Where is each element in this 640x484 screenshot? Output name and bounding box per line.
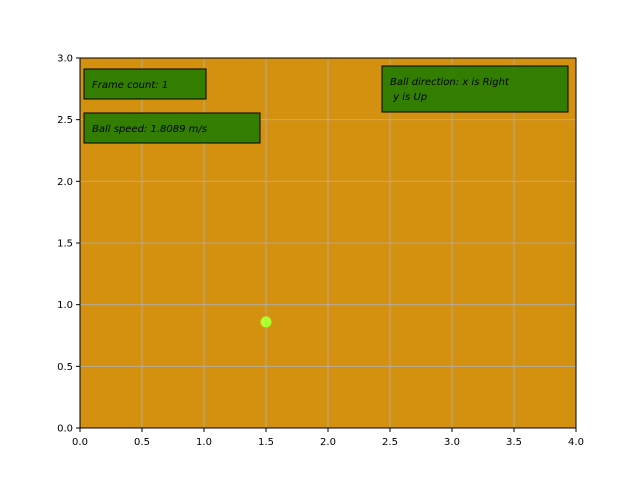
frame-count-label: Frame count: 1 [92, 80, 168, 91]
y-tick-label: 1.5 [57, 239, 73, 250]
y-tick-label: 2.0 [57, 177, 73, 188]
ball-point [260, 316, 272, 328]
ball-direction-label-line1: Ball direction: x is Right [390, 77, 510, 88]
ball-speed-label: Ball speed: 1.8089 m/s [92, 124, 207, 135]
y-tick-label: 0.0 [57, 424, 73, 435]
ball-direction-label-line2: y is Up [390, 92, 427, 103]
y-axis: 0.0 0.5 1.0 1.5 2.0 2.5 3.0 [57, 54, 80, 435]
y-tick-label: 0.5 [57, 362, 73, 373]
ball-speed-box: Ball speed: 1.8089 m/s [83, 112, 261, 144]
x-tick-label: 0.0 [72, 437, 88, 448]
x-tick-label: 1.5 [258, 437, 274, 448]
x-tick-label: 0.5 [134, 437, 150, 448]
y-tick-label: 2.5 [57, 115, 73, 126]
y-tick-label: 1.0 [57, 300, 73, 311]
ball-direction-box: Ball direction: x is Right y is Up [381, 65, 569, 113]
x-tick-label: 4.0 [568, 437, 584, 448]
frame-count-box: Frame count: 1 [83, 68, 207, 100]
x-tick-label: 2.0 [320, 437, 336, 448]
x-tick-label: 1.0 [196, 437, 212, 448]
x-tick-label: 2.5 [382, 437, 398, 448]
y-tick-label: 3.0 [57, 54, 73, 65]
x-axis: 0.0 0.5 1.0 1.5 2.0 2.5 3.0 3.5 4.0 [72, 428, 584, 448]
x-tick-label: 3.0 [444, 437, 460, 448]
x-tick-label: 3.5 [506, 437, 522, 448]
points [260, 316, 272, 328]
